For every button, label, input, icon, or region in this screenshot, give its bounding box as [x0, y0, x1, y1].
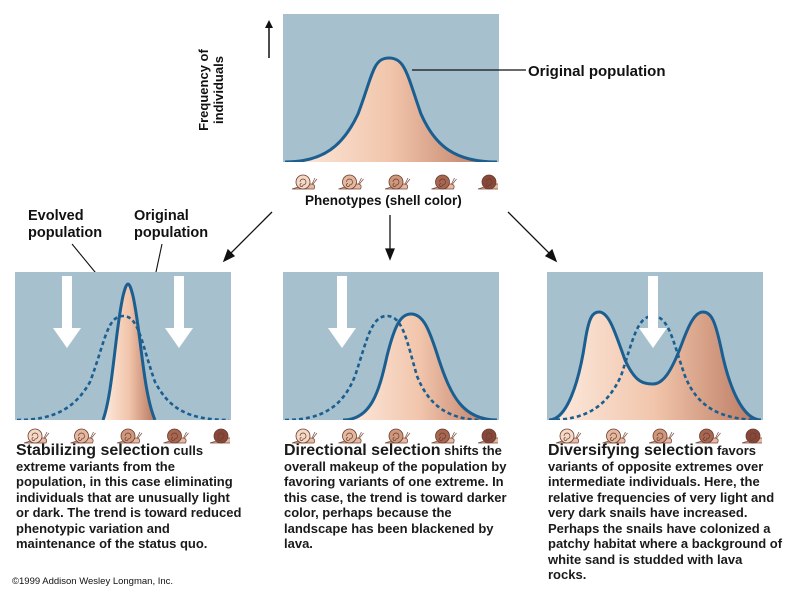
snail-icon	[291, 428, 318, 444]
snail-icon	[338, 428, 364, 444]
snail-icon	[555, 428, 582, 444]
snail-icon	[477, 428, 504, 444]
copyright-notice: ©1999 Addison Wesley Longman, Inc.	[12, 576, 174, 587]
evolved-population-curve	[548, 310, 762, 420]
snail-icon	[291, 174, 318, 190]
selection-arrow-right	[165, 276, 193, 348]
x-axis-label: Phenotypes (shell color)	[305, 193, 462, 208]
evolved-population-curve	[101, 282, 157, 420]
stabilizing-panel	[15, 272, 231, 420]
left-original-population-label: Original population	[134, 208, 209, 241]
snail-icon	[431, 428, 457, 444]
top-graph-panel	[283, 14, 499, 162]
evolved-population-label: Evolved population	[28, 208, 103, 241]
original-population-curve-graph	[284, 56, 498, 162]
stabilizing-snail-row	[16, 424, 236, 446]
snail-icon	[338, 174, 364, 190]
diversifying-panel	[547, 272, 763, 420]
original-population-curve	[284, 56, 498, 162]
stabilizing-description: Stabilizing selection culls extreme vari…	[16, 442, 242, 552]
branch-arrows	[222, 211, 558, 263]
snail-icon	[209, 428, 236, 444]
snail-icon	[741, 428, 768, 444]
original-population-dashed	[284, 314, 484, 420]
evolved-population-fill	[343, 314, 497, 420]
selection-arrow-left	[53, 276, 81, 348]
snail-icon	[23, 428, 50, 444]
snail-icon	[116, 428, 143, 444]
selection-arrow	[328, 276, 356, 348]
original-population-label: Original population	[528, 63, 666, 80]
top-snail-row	[284, 170, 504, 192]
evolved-population-curve	[342, 312, 498, 420]
snail-icon	[384, 428, 411, 444]
snail-icon	[431, 174, 457, 190]
evolved-population-fill	[549, 312, 761, 420]
snail-icon	[695, 428, 721, 444]
original-population-fill	[285, 58, 497, 162]
snail-icon	[70, 428, 96, 444]
original-population-dashed	[16, 314, 230, 420]
y-axis-arrow	[265, 20, 273, 58]
curve-leader-line	[412, 69, 526, 71]
directional-panel	[283, 272, 499, 420]
snail-icon	[384, 174, 411, 190]
selection-arrow	[639, 276, 667, 348]
diversifying-description: Diversifying selection favors variants o…	[548, 442, 783, 583]
evolved-population-fill	[103, 284, 155, 420]
directional-description: Directional selection shifts the overall…	[284, 442, 507, 552]
snail-icon	[602, 428, 628, 444]
diversifying-snail-row	[548, 424, 768, 446]
snail-icon	[648, 428, 675, 444]
snail-icon	[163, 428, 189, 444]
